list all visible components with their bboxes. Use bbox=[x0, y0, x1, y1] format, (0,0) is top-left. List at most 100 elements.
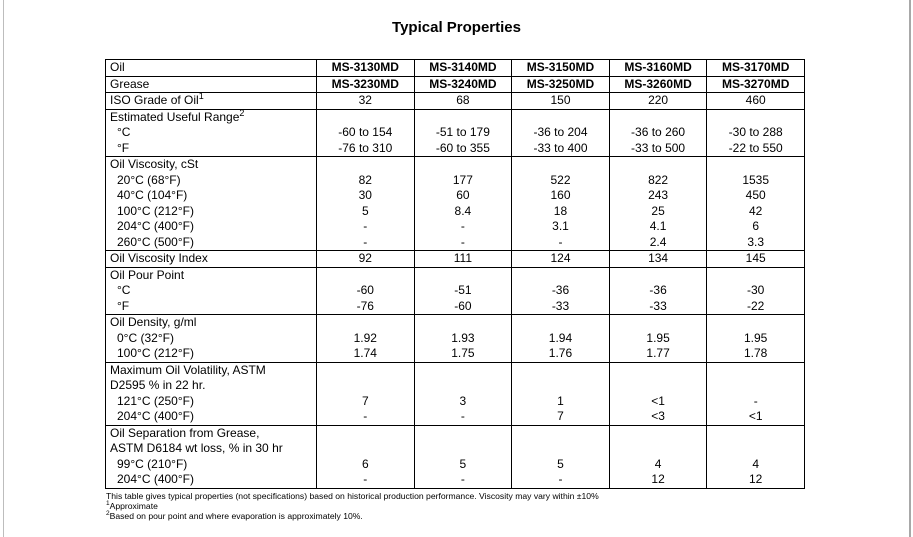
value-cell: 1.93 bbox=[413, 330, 513, 346]
value-cell: - bbox=[511, 234, 610, 251]
value-cell: - bbox=[316, 219, 415, 235]
section-header-cell: Oil Density, g/ml bbox=[105, 314, 317, 331]
value-cell: 1.78 bbox=[706, 346, 805, 362]
value-cell: MS-3140MD bbox=[413, 59, 513, 76]
row-label-cell: 40°C (104°F) bbox=[105, 188, 317, 204]
value-cell: -60 to 154 bbox=[316, 125, 415, 141]
empty-cell bbox=[413, 156, 513, 173]
value-cell: 92 bbox=[316, 250, 415, 267]
empty-cell bbox=[608, 314, 708, 331]
value-cell: - bbox=[511, 472, 610, 488]
value-cell: 68 bbox=[413, 92, 513, 109]
value-cell: -33 to 400 bbox=[511, 140, 610, 157]
row-label-cell: Grease bbox=[105, 75, 317, 93]
value-cell: 1.95 bbox=[706, 330, 805, 346]
value-cell: 1.74 bbox=[316, 346, 415, 362]
value-cell: -60 bbox=[413, 298, 513, 315]
value-cell: 4 bbox=[706, 456, 805, 472]
value-cell: -60 to 355 bbox=[413, 140, 513, 157]
value-cell: 450 bbox=[706, 188, 805, 204]
empty-cell bbox=[706, 424, 805, 457]
value-cell: 25 bbox=[608, 203, 708, 219]
value-cell: 42 bbox=[706, 203, 805, 219]
value-cell: 522 bbox=[511, 172, 610, 188]
empty-cell bbox=[706, 314, 805, 331]
value-cell: -22 to 550 bbox=[706, 140, 805, 157]
row-label-cell: 100°C (212°F) bbox=[105, 203, 317, 219]
superscript: 1 bbox=[106, 500, 110, 508]
row-label-cell: °F bbox=[105, 140, 317, 157]
table-row: Oil Pour Point bbox=[105, 266, 805, 283]
value-cell: 8.4 bbox=[413, 203, 513, 219]
value-cell: -30 to 288 bbox=[706, 125, 805, 141]
value-cell: -36 to 204 bbox=[511, 125, 610, 141]
value-cell: - bbox=[413, 219, 513, 235]
value-cell: - bbox=[316, 472, 415, 488]
value-cell: MS-3250MD bbox=[511, 75, 610, 93]
value-cell: - bbox=[413, 234, 513, 251]
value-cell: -76 bbox=[316, 298, 415, 315]
page-title: Typical Properties bbox=[392, 19, 521, 36]
value-cell: MS-3270MD bbox=[706, 75, 805, 93]
row-label-cell: 260°C (500°F) bbox=[105, 234, 317, 251]
value-cell: 177 bbox=[413, 172, 513, 188]
value-cell: 145 bbox=[706, 250, 805, 267]
value-cell: MS-3150MD bbox=[511, 59, 610, 76]
value-cell: MS-3160MD bbox=[608, 59, 708, 76]
empty-cell bbox=[511, 108, 610, 125]
value-cell: 1 bbox=[511, 393, 610, 409]
value-cell: -36 bbox=[608, 283, 708, 299]
empty-cell bbox=[316, 266, 415, 283]
empty-cell bbox=[608, 424, 708, 457]
table-row: 204°C (400°F) - -7 <3 <1 bbox=[105, 409, 805, 425]
value-cell: - bbox=[413, 409, 513, 425]
value-cell: -22 bbox=[706, 298, 805, 315]
empty-cell bbox=[706, 108, 805, 125]
value-cell: 3.1 bbox=[511, 219, 610, 235]
section-header-cell: Oil Separation from Grease, ASTM D6184 w… bbox=[105, 424, 317, 457]
empty-cell bbox=[413, 361, 513, 394]
value-cell: -33 bbox=[608, 298, 708, 315]
value-cell: MS-3170MD bbox=[706, 59, 805, 76]
empty-cell bbox=[608, 156, 708, 173]
value-cell: 30 bbox=[316, 188, 415, 204]
value-cell: 12 bbox=[706, 472, 805, 488]
section-header-cell: Oil Pour Point bbox=[105, 266, 317, 283]
table-row: Oil MS-3130MD MS-3140MD MS-3150MD MS-3160MD M… bbox=[105, 59, 805, 76]
value-cell: 6 bbox=[316, 456, 415, 472]
table-row: 99°C (210°F) 6 5 5 4 4 bbox=[105, 456, 805, 472]
table-row: Oil Separation from Grease, ASTM D6184 w… bbox=[105, 424, 805, 457]
value-cell: 124 bbox=[511, 250, 610, 267]
section-header-cell: Oil Viscosity, cSt bbox=[105, 156, 317, 173]
table-row: 260°C (500°F) - - -2.4 3.3 bbox=[105, 234, 805, 251]
table-row: 0°C (32°F) 1.92 1.93 1.94 1.95 1.95 bbox=[105, 330, 805, 346]
value-cell: 1.94 bbox=[511, 330, 610, 346]
footnotes: This table gives typical properties (not… bbox=[106, 491, 599, 521]
empty-cell bbox=[413, 266, 513, 283]
empty-cell bbox=[316, 156, 415, 173]
value-cell: -36 to 260 bbox=[608, 125, 708, 141]
row-label-cell: 100°C (212°F) bbox=[105, 346, 317, 362]
typical-properties-table: Oil MS-3130MD MS-3140MD MS-3150MD MS-3160MD M… bbox=[105, 59, 805, 489]
row-label-cell: 204°C (400°F) bbox=[105, 219, 317, 235]
table-row: °C -60 -51 -36 -36 -30 bbox=[105, 283, 805, 299]
table-row: Maximum Oil Volatility, ASTM D2595 % in … bbox=[105, 361, 805, 394]
value-cell: 822 bbox=[608, 172, 708, 188]
value-cell: - bbox=[413, 472, 513, 488]
value-cell: 5 bbox=[316, 203, 415, 219]
empty-cell bbox=[413, 108, 513, 125]
value-cell: 1.95 bbox=[608, 330, 708, 346]
value-cell: 6 bbox=[706, 219, 805, 235]
empty-cell bbox=[316, 314, 415, 331]
value-cell: 5 bbox=[511, 456, 610, 472]
row-label-cell: 0°C (32°F) bbox=[105, 330, 317, 346]
empty-cell bbox=[316, 108, 415, 125]
value-cell: 60 bbox=[413, 188, 513, 204]
row-label-cell: ISO Grade of Oil1 bbox=[105, 92, 317, 109]
value-cell: MS-3230MD bbox=[316, 75, 415, 93]
footnote: This table gives typical properties (not… bbox=[106, 491, 599, 501]
value-cell: 111 bbox=[413, 250, 513, 267]
table-row: Grease MS-3230MD MS-3240MD MS-3250MD MS-3260… bbox=[105, 75, 805, 93]
superscript: 2 bbox=[106, 510, 110, 518]
table-row: 40°C (104°F) 30 60 160 243 450 bbox=[105, 188, 805, 204]
